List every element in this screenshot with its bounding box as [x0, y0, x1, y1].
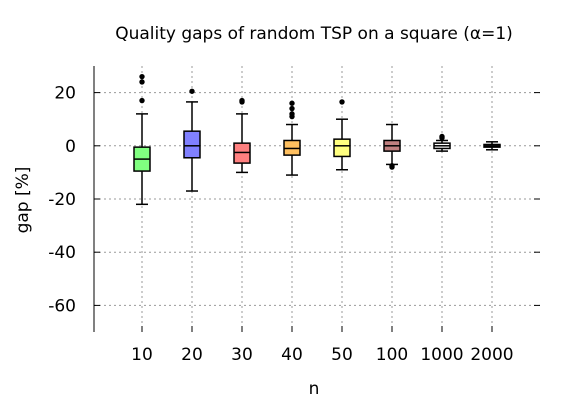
x-tick-label: 2000 [470, 345, 513, 365]
x-tick-label: 10 [131, 345, 153, 365]
box-40 [283, 100, 301, 176]
grid [94, 66, 540, 332]
x-tick-label: 50 [331, 345, 353, 365]
x-tick-label: 20 [181, 345, 203, 365]
x-tick-label: 40 [281, 345, 303, 365]
box-1000 [433, 133, 451, 152]
outlier-point [289, 105, 295, 112]
outlier-point [139, 73, 145, 80]
outlier-point [289, 100, 295, 106]
y-tick-label: -40 [48, 243, 76, 263]
outlier-point [439, 133, 445, 140]
outlier-point [239, 97, 245, 104]
box-body [183, 130, 201, 159]
axes [93, 66, 540, 332]
box-2000 [483, 141, 501, 151]
x-axis-label: n [309, 379, 320, 399]
x-tick-label: 100 [376, 345, 408, 365]
box-20 [183, 88, 201, 192]
box-50 [333, 99, 351, 171]
box-30 [233, 97, 251, 174]
box-10 [133, 73, 151, 206]
box-100 [383, 123, 401, 170]
box-body [333, 138, 351, 158]
y-tick-label: 0 [65, 137, 76, 157]
outlier-point [389, 164, 395, 170]
y-tick-label: -60 [48, 296, 76, 316]
tick-labels: 20 0 -20 -40 -60 10 20 30 40 50 100 1000 2000 [48, 84, 513, 365]
outlier-point [339, 99, 345, 105]
x-tick-label: 1000 [420, 345, 463, 365]
chart-title: Quality gaps of random TSP on a square (… [115, 24, 513, 44]
y-tick-label: -20 [48, 190, 76, 210]
x-tick-label: 30 [231, 345, 253, 365]
y-axis-label: gap [%] [13, 167, 33, 234]
outlier-point [189, 88, 195, 94]
outlier-point [139, 79, 145, 85]
y-tick-label: 20 [54, 84, 76, 104]
box-plots [133, 73, 501, 206]
outlier-point [139, 97, 145, 104]
outlier-point [289, 111, 295, 117]
